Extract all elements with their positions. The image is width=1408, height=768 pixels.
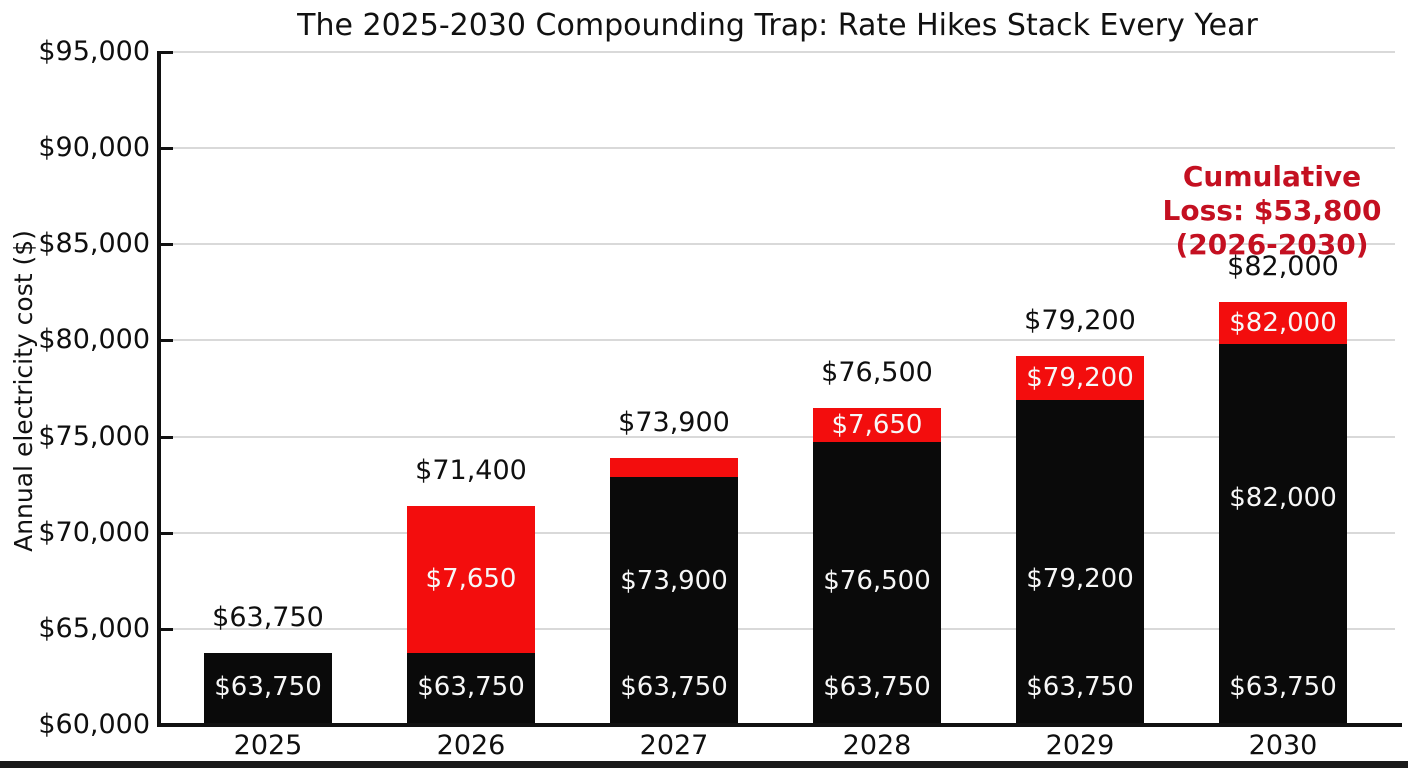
gridline-65000 <box>160 627 1395 630</box>
gridline-90000 <box>160 147 1395 150</box>
bar-2028-mid-label: $76,500 <box>823 565 931 596</box>
bar-2029-total-label: $79,200 <box>1024 304 1136 336</box>
bar-2030-bottom-label: $63,750 <box>1229 671 1337 702</box>
bar-2027-black-segment <box>610 476 738 725</box>
bar-2027-red-segment <box>610 457 738 477</box>
x-tick-label-2027: 2027 <box>639 730 709 761</box>
bar-2026-red-segment <box>407 505 535 653</box>
bar-2028-bottom-label: $63,750 <box>823 671 931 702</box>
y-tick-80000 <box>160 339 173 343</box>
gridline-95000 <box>160 51 1395 53</box>
y-tick-85000 <box>160 243 173 247</box>
bar-2027-mid-label: $73,900 <box>620 565 728 596</box>
bar-2025-bottom-label: $63,750 <box>214 671 322 702</box>
y-tick-label-90000: $90,000 <box>38 132 150 164</box>
bar-2026-total-label: $71,400 <box>415 454 527 486</box>
y-axis-spine <box>157 51 161 727</box>
bar-2028-total-label: $76,500 <box>821 356 933 388</box>
y-tick-65000 <box>160 627 173 631</box>
y-tick-label-95000: $95,000 <box>38 36 150 67</box>
bar-2030-red-segment <box>1219 301 1347 345</box>
y-tick-70000 <box>160 531 173 535</box>
y-tick-label-70000: $70,000 <box>38 516 150 548</box>
x-tick-label-2025: 2025 <box>233 730 303 761</box>
y-tick-label-85000: $85,000 <box>38 228 150 260</box>
y-tick-75000 <box>160 435 173 439</box>
bar-2026-black-segment <box>407 652 535 725</box>
y-tick-label-75000: $75,000 <box>38 420 150 452</box>
x-tick-label-2029: 2029 <box>1045 730 1115 761</box>
gridline-80000 <box>160 339 1395 342</box>
bar-2028-red-label: $7,650 <box>831 410 923 441</box>
y-tick-90000 <box>160 147 173 151</box>
bottom-strip <box>0 761 1408 768</box>
bar-2027-bottom-label: $63,750 <box>620 671 728 702</box>
bar-2028-black-segment <box>813 442 941 725</box>
bar-2025-black-segment <box>204 652 332 725</box>
bar-2030-mid-label: $82,000 <box>1229 483 1337 514</box>
bar-2028-red-segment <box>813 407 941 443</box>
bar-2029-bottom-label: $63,750 <box>1026 671 1134 702</box>
y-tick-label-65000: $65,000 <box>38 612 150 644</box>
chart-title: The 2025-2030 Compounding Trap: Rate Hik… <box>297 8 1258 43</box>
bar-2030-red-label: $82,000 <box>1229 308 1337 339</box>
cumulative-loss-annotation: Cumulative Loss: $53,800 (2026-2030) <box>1111 160 1408 262</box>
bar-2029-mid-label: $79,200 <box>1026 563 1134 594</box>
y-tick-95000 <box>160 51 173 54</box>
x-tick-label-2026: 2026 <box>436 730 506 761</box>
x-axis-spine <box>157 723 1402 727</box>
annotation-line-2: Loss: $53,800 <box>1162 194 1382 227</box>
bar-2027-total-label: $73,900 <box>618 406 730 438</box>
y-tick-label-60000: $60,000 <box>38 709 150 740</box>
bar-2030-total-label: $82,000 <box>1227 250 1339 282</box>
bar-2026-bottom-label: $63,750 <box>417 671 525 702</box>
bar-2029-red-label: $79,200 <box>1026 362 1134 393</box>
gridline-85000 <box>160 243 1395 246</box>
x-tick-label-2030: 2030 <box>1248 730 1318 761</box>
gridline-75000 <box>160 435 1395 438</box>
x-tick-label-2028: 2028 <box>842 730 912 761</box>
y-tick-label-80000: $80,000 <box>38 324 150 356</box>
bar-2025-total-label: $63,750 <box>212 601 324 633</box>
gridline-70000 <box>160 531 1395 534</box>
annotation-line-1: Cumulative <box>1182 160 1362 193</box>
bar-2030-black-segment <box>1219 344 1347 725</box>
bar-2029-red-segment <box>1016 355 1144 401</box>
bar-2029-black-segment <box>1016 400 1144 725</box>
bar-2026-red-label: $7,650 <box>425 564 517 595</box>
annotation-line-3: (2026-2030) <box>1175 228 1369 261</box>
